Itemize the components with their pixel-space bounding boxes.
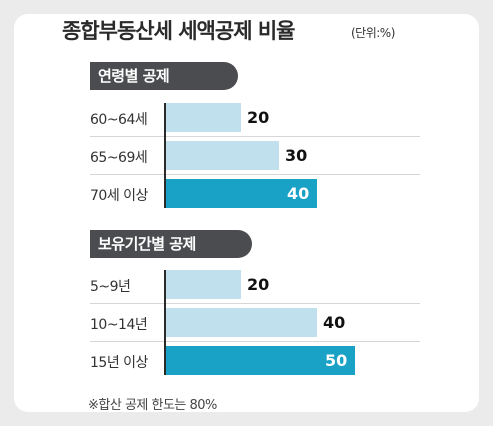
row-divider xyxy=(90,174,420,175)
bar xyxy=(165,270,241,299)
chart-unit: (단위:%) xyxy=(351,26,395,40)
data-label: 20 xyxy=(247,108,270,127)
category-label: 10~14년 xyxy=(90,317,148,333)
row-divider xyxy=(90,341,420,342)
bar xyxy=(165,308,317,337)
category-label: 65~69세 xyxy=(90,150,148,166)
row-divider xyxy=(90,303,420,304)
data-label: 30 xyxy=(285,146,308,165)
bar xyxy=(165,141,279,170)
section-header-1: 보유기간별 공제 xyxy=(90,230,252,258)
category-label: 5~9년 xyxy=(90,279,131,295)
data-label: 40 xyxy=(287,184,310,203)
category-label: 15년 이상 xyxy=(90,355,148,371)
chart-title: 종합부동산세 세액공제 비율 xyxy=(62,19,295,43)
footnote: ※합산 공제 한도는 80% xyxy=(88,398,217,413)
data-label: 40 xyxy=(323,313,346,332)
bar xyxy=(165,346,355,375)
bar xyxy=(165,179,317,208)
section-header-0: 연령별 공제 xyxy=(90,62,238,90)
data-label: 20 xyxy=(247,275,270,294)
row-divider xyxy=(90,136,420,137)
bar xyxy=(165,103,241,132)
category-label: 60~64세 xyxy=(90,112,148,128)
axis-line xyxy=(164,103,166,208)
data-label: 50 xyxy=(325,351,348,370)
axis-line xyxy=(164,270,166,375)
category-label: 70세 이상 xyxy=(90,188,148,204)
